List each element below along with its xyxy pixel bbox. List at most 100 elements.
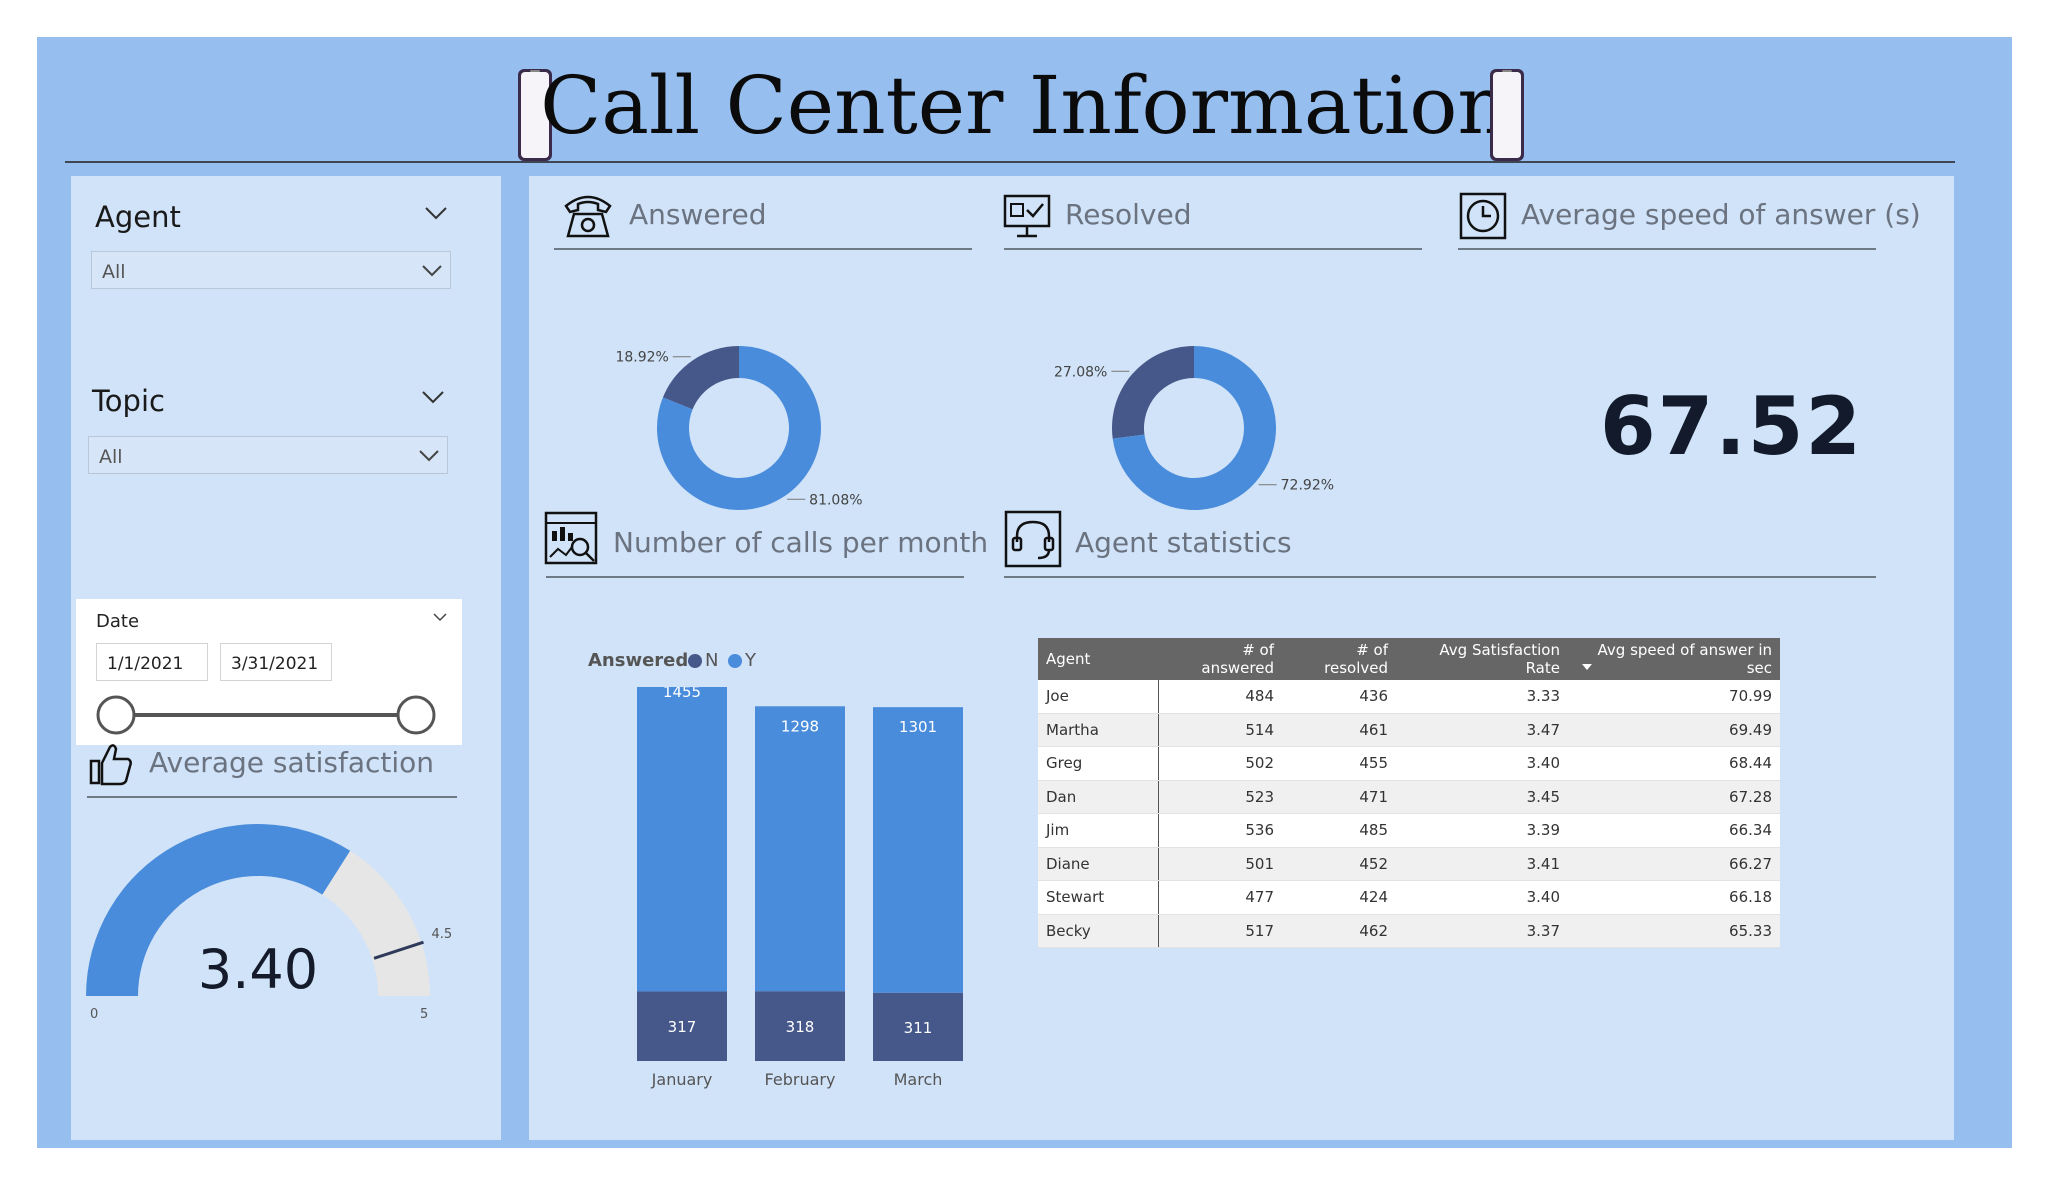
table-cell: 3.41 (1396, 847, 1568, 881)
donut-slice-n[interactable] (662, 346, 739, 410)
table-cell: 3.40 (1396, 880, 1568, 915)
bar-y-march[interactable] (873, 707, 963, 993)
table-cell: 3.47 (1396, 713, 1568, 747)
legend-swatch-n (688, 654, 702, 668)
table-row[interactable]: Martha 514 461 3.47 69.49 (1038, 713, 1780, 747)
table-cell: 66.27 (1568, 847, 1780, 881)
table-header-cell[interactable]: # of answered (1158, 638, 1282, 680)
donut-slice-y[interactable] (657, 346, 821, 510)
calls-per-month-bar-chart: 317 1455 January 318 1298 February 311 1301 Marc… (637, 687, 963, 1089)
table-row[interactable]: Greg 502 455 3.40 68.44 (1038, 746, 1780, 781)
table-cell: 455 (1282, 746, 1396, 781)
table-cell: 3.37 (1396, 914, 1568, 948)
bar-n-march[interactable] (873, 992, 963, 1061)
monitor-check-icon (1003, 194, 1051, 238)
table-cell: Jim (1038, 813, 1159, 848)
table-header-cell[interactable]: Avg Satisfaction Rate (1396, 638, 1568, 680)
resolved-title: Resolved (1065, 198, 1192, 231)
table-row[interactable]: Diane 501 452 3.41 66.27 (1038, 847, 1780, 881)
headset-icon (1004, 510, 1062, 568)
chevron-down-icon[interactable] (422, 390, 444, 404)
gauge-min-label: 0 (90, 1007, 98, 1022)
table-cell: Dan (1038, 780, 1159, 814)
answered-title: Answered (629, 198, 767, 231)
donut-slice-n[interactable] (1112, 346, 1194, 439)
topic-slicer-title: Topic (92, 384, 165, 418)
table-cell: 485 (1282, 813, 1396, 848)
title-divider (65, 161, 1955, 163)
table-row[interactable]: Stewart 477 424 3.40 66.18 (1038, 880, 1780, 915)
date-slicer-title: Date (96, 611, 140, 632)
answered-donut-chart: 18.92% 81.08% (615, 346, 863, 510)
bar-value-label: 1301 (899, 718, 937, 736)
gauge-target-label: 4.5 (431, 927, 452, 942)
filter-panel: Agent All Topic All Date 1/1/2021 3/ (71, 176, 501, 1140)
clock-icon (1459, 192, 1507, 240)
table-cell: 471 (1282, 780, 1396, 814)
table-cell: 523 (1158, 780, 1282, 814)
slider-handle-end (396, 695, 436, 735)
table-cell: 424 (1282, 880, 1396, 915)
analytics-icon (544, 511, 598, 565)
agent-slicer-title: Agent (95, 200, 181, 234)
x-tick-label: January (651, 1070, 713, 1089)
chevron-down-icon[interactable] (422, 265, 442, 277)
topic-dropdown[interactable]: All (88, 436, 448, 474)
bar-value-label: 317 (668, 1018, 697, 1036)
gauge-value-arc (86, 824, 351, 996)
table-cell: 3.39 (1396, 813, 1568, 848)
bar-n-january[interactable] (637, 991, 727, 1061)
date-from-value: 1/1/2021 (107, 654, 184, 674)
table-cell: 66.18 (1568, 880, 1780, 915)
bar-n-february[interactable] (755, 991, 845, 1061)
sort-descending-icon[interactable] (1582, 664, 1592, 670)
donut-slice-y[interactable] (1112, 346, 1276, 510)
table-cell: Stewart (1038, 880, 1159, 915)
table-cell: 436 (1282, 680, 1396, 714)
agent-statistics-table: Agent # of answered # of resolved Avg Satis… (1038, 638, 1780, 948)
chevron-down-icon[interactable] (425, 206, 447, 220)
table-cell: 67.28 (1568, 780, 1780, 814)
agent-statistics-title: Agent statistics (1075, 526, 1292, 559)
data-label: 72.92% (1281, 478, 1334, 494)
title-bar: Call Center Information (37, 51, 2012, 161)
chevron-down-icon[interactable] (433, 613, 447, 622)
bar-value-label: 1455 (663, 687, 701, 701)
smartphone-icon (518, 69, 552, 161)
thumbs-up-icon (89, 744, 132, 786)
agent-dropdown[interactable]: All (91, 251, 451, 289)
table-row[interactable]: Becky 517 462 3.37 65.33 (1038, 914, 1780, 948)
bar-value-label: 311 (904, 1019, 933, 1037)
chevron-down-icon[interactable] (419, 450, 439, 462)
table-cell: 484 (1158, 680, 1282, 714)
table-header-cell[interactable]: # of resolved (1282, 638, 1396, 680)
table-row[interactable]: Dan 523 471 3.45 67.28 (1038, 780, 1780, 814)
avg-satisfaction-title: Average satisfaction (149, 746, 435, 779)
avg-speed-title: Average speed of answer (s) (1521, 198, 1921, 231)
bar-y-january[interactable] (637, 687, 727, 992)
table-row[interactable]: Jim 536 485 3.39 66.34 (1038, 813, 1780, 848)
table-cell: 70.99 (1568, 680, 1780, 714)
dashboard-frame: Call Center Information Agent All Topic … (37, 37, 2012, 1148)
avg-speed-kpi-value: 67.52 (1600, 380, 1864, 473)
table-header-cell[interactable]: Avg speed of answer in sec (1568, 638, 1780, 680)
table-cell: Greg (1038, 746, 1159, 781)
table-cell: 3.33 (1396, 680, 1568, 714)
bar-value-label: 1298 (781, 717, 819, 735)
date-from-input[interactable]: 1/1/2021 (96, 643, 208, 681)
table-header-cell[interactable]: Agent (1038, 638, 1158, 680)
gauge-value-label: 3.40 (198, 938, 318, 1001)
date-slicer: Date 1/1/2021 3/31/2021 (76, 599, 462, 745)
date-to-input[interactable]: 3/31/2021 (220, 643, 332, 681)
satisfaction-gauge: 4.5 3.40 0 5 (86, 824, 452, 1022)
bar-value-label: 318 (786, 1018, 815, 1036)
bar-y-february[interactable] (755, 706, 845, 992)
table-cell: 69.49 (1568, 713, 1780, 747)
table-cell: 536 (1158, 813, 1282, 848)
date-to-value: 3/31/2021 (231, 654, 319, 674)
telephone-icon (564, 195, 612, 238)
date-range-slider[interactable] (96, 693, 436, 737)
table-cell: 66.34 (1568, 813, 1780, 848)
table-row[interactable]: Joe 484 436 3.33 70.99 (1038, 680, 1780, 714)
table-cell: 462 (1282, 914, 1396, 948)
